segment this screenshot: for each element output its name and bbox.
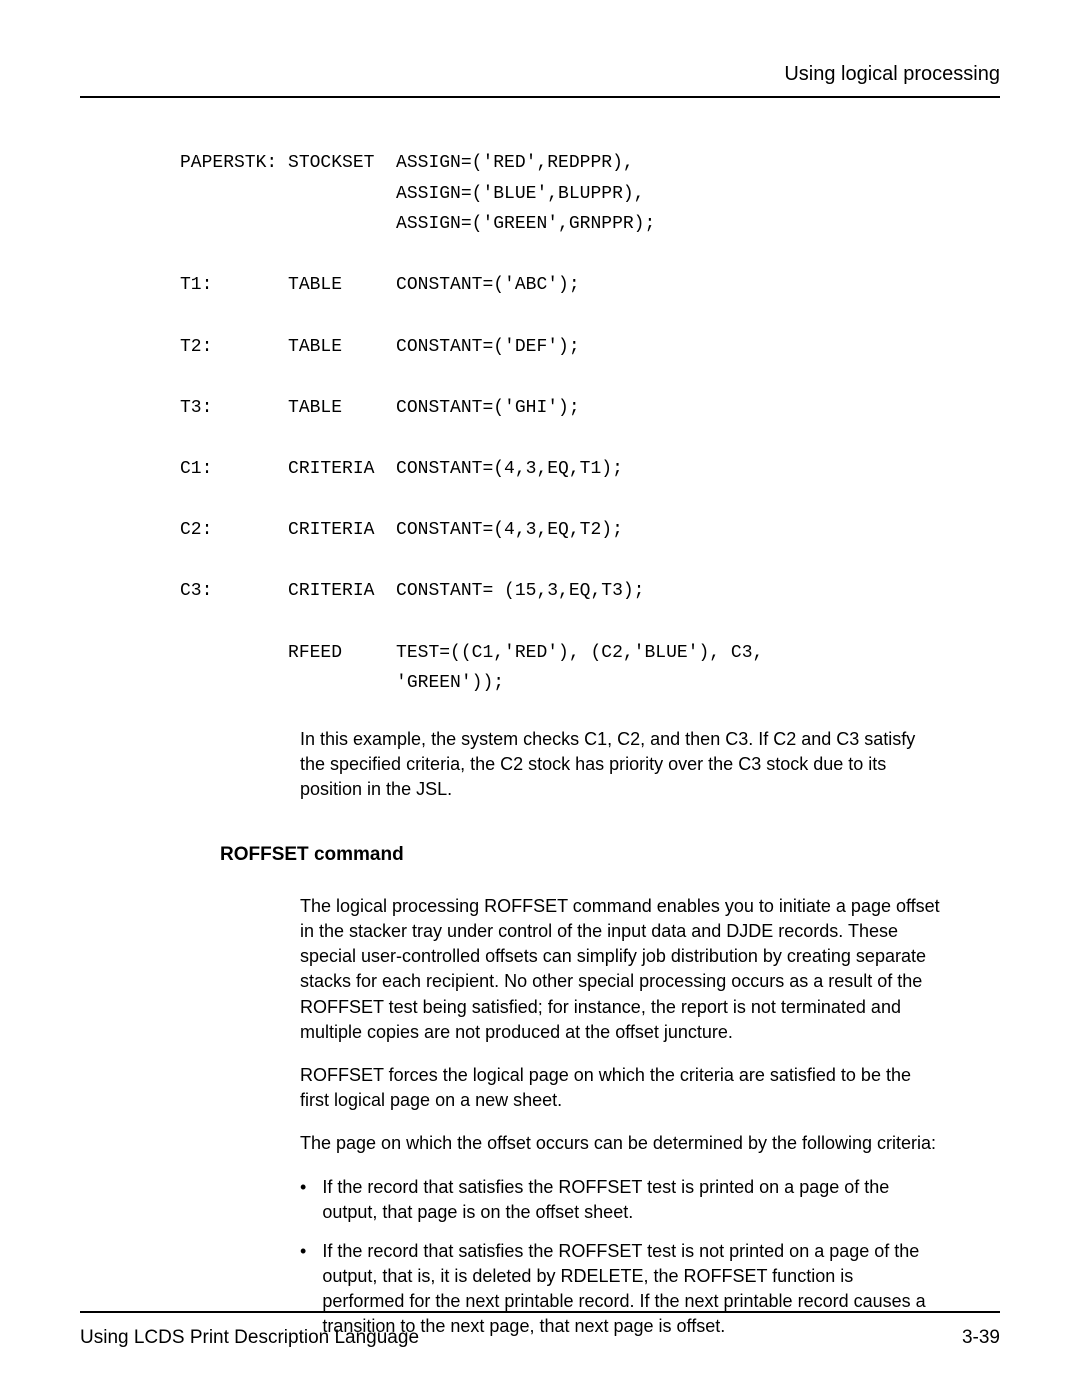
header-title: Using logical processing: [784, 63, 1000, 85]
code-example: PAPERSTK: STOCKSET ASSIGN=('RED',REDPPR)…: [180, 148, 1000, 699]
section-heading: ROFFSET command: [220, 842, 1000, 869]
bullet-marker: •: [300, 1175, 322, 1225]
footer-right: 3-39: [962, 1325, 1000, 1352]
paragraph-3: The page on which the offset occurs can …: [300, 1131, 940, 1156]
code-explanation: In this example, the system checks C1, C…: [300, 727, 940, 803]
page-footer: Using LCDS Print Description Language 3-…: [80, 1311, 1000, 1352]
paragraph-1: The logical processing ROFFSET command e…: [300, 894, 940, 1045]
bullet-text: If the record that satisfies the ROFFSET…: [322, 1175, 940, 1225]
footer-left: Using LCDS Print Description Language: [80, 1325, 419, 1352]
paragraph-2: ROFFSET forces the logical page on which…: [300, 1063, 940, 1113]
page-header: Using logical processing: [80, 60, 1000, 98]
bullet-item: •If the record that satisfies the ROFFSE…: [300, 1175, 940, 1225]
